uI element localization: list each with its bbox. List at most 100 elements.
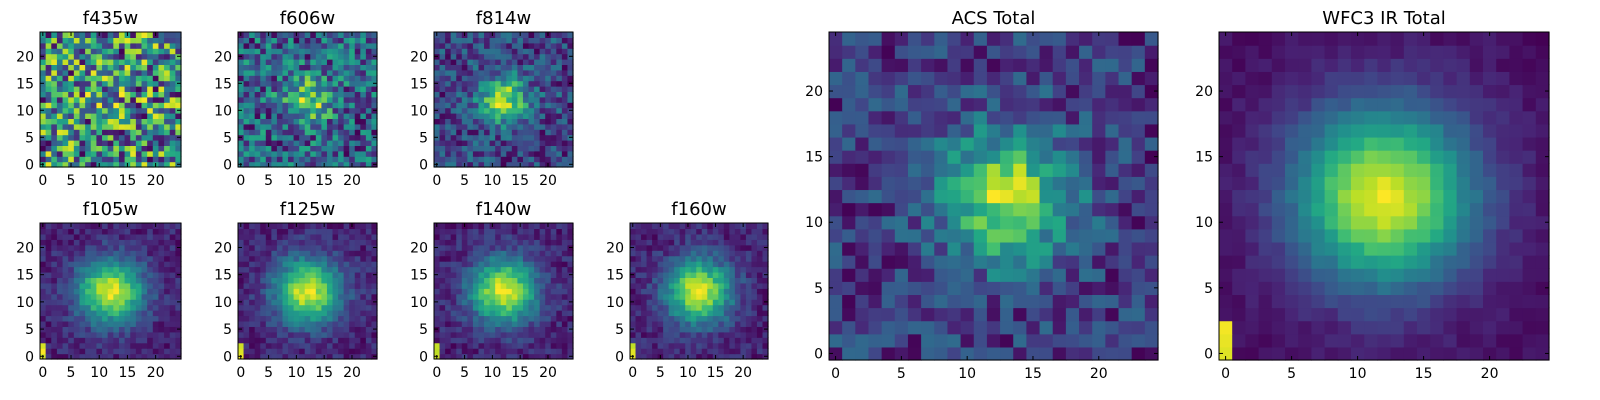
heatmap-cell	[756, 353, 764, 360]
heatmap-cell	[332, 271, 339, 278]
heatmap-cell	[450, 42, 457, 49]
heatmap-cell	[461, 150, 468, 157]
heatmap-cell	[365, 102, 373, 109]
heatmap-cell	[1131, 333, 1146, 348]
heatmap-cell	[756, 244, 764, 251]
heatmap-cell	[265, 37, 272, 44]
heatmap-cell	[723, 266, 730, 273]
heatmap-cell	[293, 107, 300, 114]
heatmap-cell	[158, 53, 165, 60]
heatmap-cell	[674, 233, 681, 240]
heatmap-cell	[249, 233, 256, 240]
heatmap-cell	[282, 161, 289, 168]
heatmap-cell	[135, 288, 143, 295]
heatmap-cell	[434, 123, 441, 130]
heatmap-cell	[652, 299, 659, 306]
heatmap-cell	[102, 42, 109, 49]
heatmap-cell	[135, 102, 143, 109]
heatmap-cell	[51, 64, 58, 71]
heatmap-cell	[434, 156, 441, 163]
heatmap-cell	[986, 294, 1001, 309]
heatmap-cell	[158, 233, 165, 240]
heatmap-cell	[238, 129, 245, 136]
heatmap-cell	[652, 293, 659, 300]
heatmap-cell	[663, 331, 670, 338]
heatmap-cell	[467, 134, 474, 141]
heatmap-cell	[751, 244, 758, 251]
heatmap-cell	[674, 223, 681, 230]
heatmap-cell	[79, 113, 86, 119]
heatmap-cell	[1105, 255, 1120, 269]
heatmap-cell	[522, 293, 530, 300]
heatmap-cell	[310, 348, 317, 355]
heatmap-cell	[276, 156, 284, 163]
heatmap-cell	[1131, 215, 1146, 230]
heatmap-cell	[73, 293, 81, 300]
heatmap-cell	[288, 91, 295, 98]
heatmap-cell	[456, 348, 463, 355]
heatmap-cell	[130, 53, 137, 60]
heatmap-cell	[652, 288, 659, 295]
heatmap-cell	[561, 118, 569, 125]
heatmap-cell	[729, 304, 736, 311]
heatmap-cell	[556, 150, 563, 157]
heatmap-cell	[729, 223, 736, 230]
heatmap-cell	[1118, 163, 1133, 177]
heatmap-cell	[243, 337, 250, 344]
heatmap-cell	[511, 244, 518, 251]
heatmap-cell	[73, 145, 81, 152]
heatmap-cell	[734, 282, 741, 289]
heatmap-cell	[450, 123, 457, 130]
heatmap-cell	[685, 244, 692, 251]
heatmap-cell	[371, 348, 378, 355]
heatmap-cell	[751, 348, 758, 355]
heatmap-cell	[40, 342, 47, 349]
heatmap-cell	[495, 140, 502, 146]
heatmap-cell	[472, 161, 480, 168]
heatmap-cell	[79, 129, 86, 136]
heatmap-cell	[343, 337, 350, 344]
heatmap-cell	[282, 118, 289, 125]
heatmap-cell	[79, 161, 86, 168]
heatmap-cell	[539, 266, 546, 273]
heatmap-cell	[338, 282, 345, 289]
heatmap-cell	[315, 266, 322, 273]
heatmap-cell	[175, 348, 182, 355]
heatmap-cell	[439, 150, 446, 157]
heatmap-cell	[332, 59, 339, 65]
heatmap-cell	[534, 244, 541, 251]
heatmap-cell	[528, 118, 535, 125]
heatmap-cell	[169, 299, 176, 306]
heatmap-cell	[973, 215, 988, 230]
heatmap-cell	[729, 331, 736, 338]
heatmap-cell	[73, 266, 81, 273]
heatmap-cell	[723, 277, 730, 284]
heatmap-cell	[304, 239, 311, 246]
heatmap-cell	[141, 288, 148, 295]
heatmap-cell	[332, 48, 339, 55]
heatmap-cell	[45, 326, 52, 333]
heatmap-cell	[68, 315, 75, 322]
heatmap-cell	[51, 37, 58, 44]
heatmap-cell	[158, 48, 165, 55]
heatmap-cell	[489, 129, 496, 136]
heatmap-cell	[354, 326, 361, 333]
heatmap-cell	[701, 255, 708, 262]
heatmap-cell	[517, 288, 524, 295]
heatmap-cell	[96, 156, 103, 163]
heatmap-cell	[550, 320, 557, 327]
heatmap-cell	[310, 320, 317, 327]
heatmap-cell	[68, 59, 75, 65]
heatmap-cell	[354, 337, 361, 344]
heatmap-cell	[842, 228, 856, 243]
heatmap-cell	[371, 228, 378, 235]
heatmap-cell	[68, 140, 75, 146]
heatmap-cell	[756, 348, 764, 355]
heatmap-cell	[365, 59, 373, 65]
heatmap-cell	[271, 42, 278, 49]
heatmap-cell	[260, 42, 267, 49]
heatmap-cell	[96, 326, 103, 333]
heatmap-cell	[271, 75, 278, 82]
heatmap-cell	[751, 310, 758, 317]
heatmap-cell	[79, 293, 86, 300]
